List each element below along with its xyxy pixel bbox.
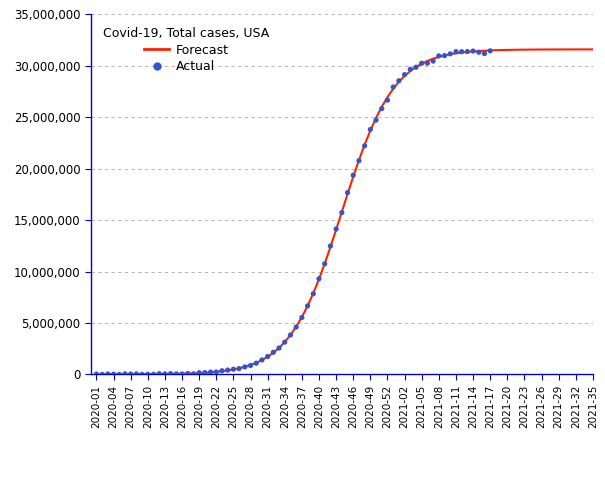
Point <box>320 260 330 268</box>
Point <box>252 360 261 367</box>
Legend: Forecast, Actual: Forecast, Actual <box>97 21 276 80</box>
Point <box>445 50 455 58</box>
Point <box>462 48 472 55</box>
Point <box>485 47 495 55</box>
Point <box>240 363 250 371</box>
Point <box>474 48 483 56</box>
Point <box>302 302 312 310</box>
Point <box>297 314 307 322</box>
Point <box>143 371 152 378</box>
Point <box>160 370 170 378</box>
Point <box>337 209 347 216</box>
Point <box>97 371 107 378</box>
Point <box>257 356 267 364</box>
Point <box>137 371 147 378</box>
Point <box>183 370 192 377</box>
Point <box>371 116 381 124</box>
Point <box>411 63 421 71</box>
Point <box>360 142 370 150</box>
Point <box>480 50 489 58</box>
Point <box>154 370 164 377</box>
Point <box>189 370 198 378</box>
Point <box>342 189 352 196</box>
Point <box>131 370 141 378</box>
Point <box>194 369 204 377</box>
Point <box>428 57 438 65</box>
Point <box>400 71 410 79</box>
Point <box>177 370 187 378</box>
Point <box>149 371 159 378</box>
Point <box>440 52 450 60</box>
Point <box>365 126 375 133</box>
Point <box>274 344 284 352</box>
Point <box>217 367 227 374</box>
Point <box>263 353 272 360</box>
Point <box>422 60 432 67</box>
Point <box>314 275 324 283</box>
Point <box>109 370 119 378</box>
Point <box>269 348 278 356</box>
Point <box>223 366 232 374</box>
Point <box>246 362 255 370</box>
Point <box>114 371 124 378</box>
Point <box>417 60 427 67</box>
Point <box>103 370 113 378</box>
Point <box>405 65 415 73</box>
Point <box>394 77 404 84</box>
Point <box>332 225 341 233</box>
Point <box>200 369 210 376</box>
Point <box>120 370 130 378</box>
Point <box>171 370 181 378</box>
Point <box>91 370 101 378</box>
Point <box>468 47 478 55</box>
Point <box>382 96 392 104</box>
Point <box>309 290 318 298</box>
Point <box>434 52 443 60</box>
Point <box>126 370 136 378</box>
Point <box>234 365 244 372</box>
Point <box>286 331 295 339</box>
Point <box>457 48 466 56</box>
Point <box>451 48 461 56</box>
Point <box>280 338 290 346</box>
Point <box>212 368 221 376</box>
Point <box>166 370 175 377</box>
Point <box>354 157 364 165</box>
Point <box>229 365 238 373</box>
Point <box>325 242 335 250</box>
Point <box>206 368 215 376</box>
Point <box>292 323 301 331</box>
Point <box>377 105 387 112</box>
Point <box>348 171 358 179</box>
Point <box>388 83 398 91</box>
